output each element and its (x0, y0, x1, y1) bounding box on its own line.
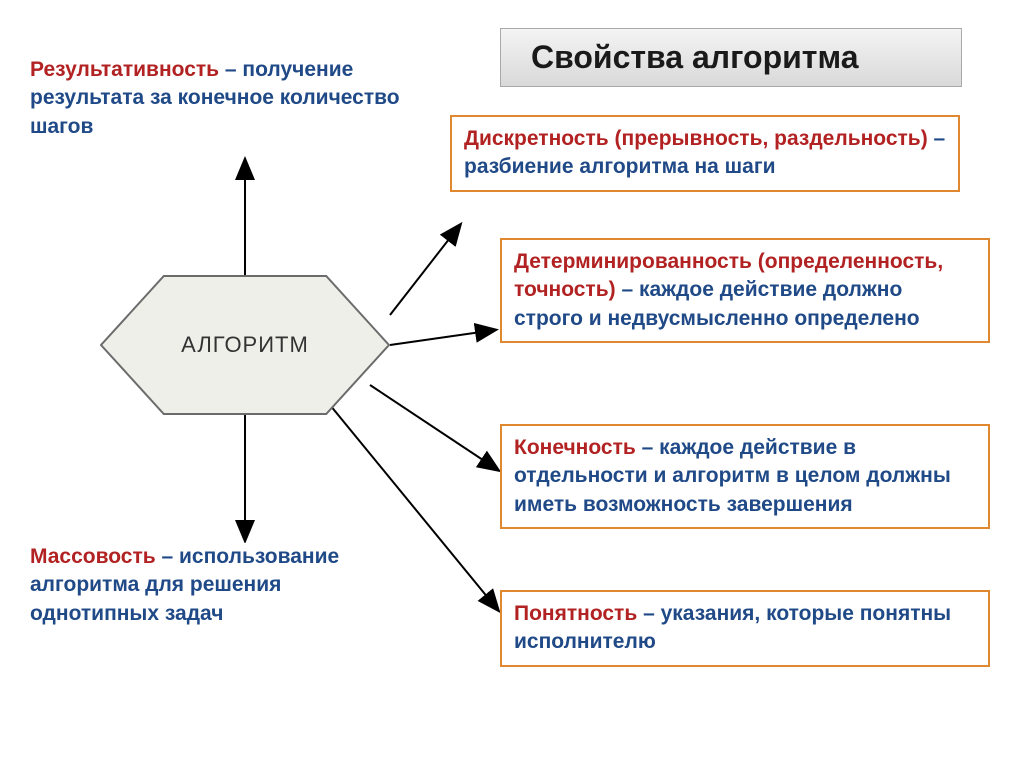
property-box-resultativnost: Результативность – получение результата … (30, 56, 422, 141)
diagram-title: Свойства алгоритма (500, 28, 962, 87)
property-box-determinirovannost: Детерминированность (определенность, точ… (500, 238, 990, 343)
diagram-canvas: Свойства алгоритма АЛГОРИТМ Результативн… (0, 0, 1024, 767)
property-term: Дискретность (прерывность, раздельность) (464, 127, 928, 150)
title-text: Свойства алгоритма (531, 39, 859, 75)
property-box-ponyatnost: Понятность – указания, которые понятны и… (500, 590, 990, 667)
property-box-massovost: Массовость – использование алгоритма для… (30, 543, 412, 628)
arrow-line (390, 225, 460, 315)
property-term: Результативность (30, 58, 219, 81)
center-node-label: АЛГОРИТМ (181, 332, 309, 358)
property-term: Массовость (30, 545, 156, 568)
property-box-diskretnost: Дискретность (прерывность, раздельность)… (450, 115, 960, 192)
center-node: АЛГОРИТМ (100, 275, 390, 415)
arrow-line (390, 330, 495, 345)
property-term: Понятность (514, 602, 637, 625)
property-box-konechnost: Конечность – каждое действие в отдельнос… (500, 424, 990, 529)
property-term: Конечность (514, 436, 636, 459)
